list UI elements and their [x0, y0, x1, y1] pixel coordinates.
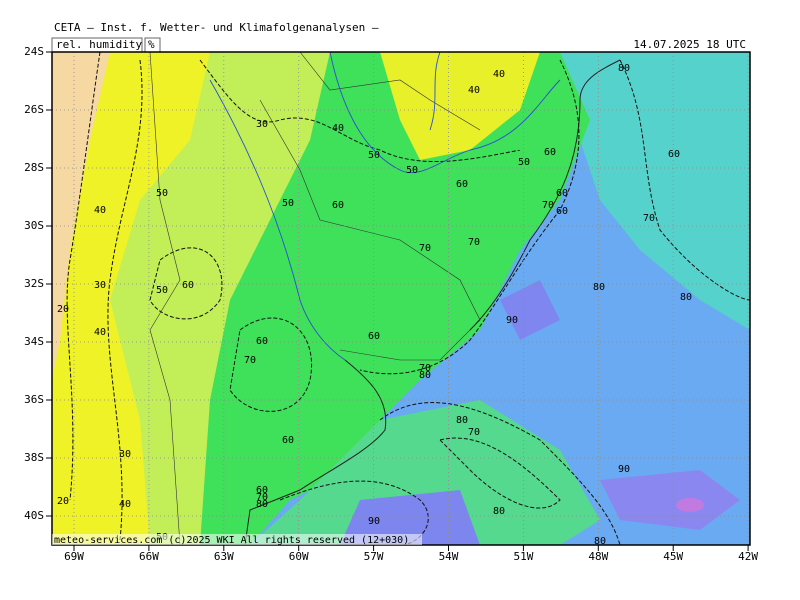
lon-label: 66W	[139, 550, 159, 563]
valid-time: 14.07.2025 18 UTC	[633, 38, 746, 51]
contour-label: 60	[368, 331, 380, 342]
contour-label: 80	[256, 499, 268, 510]
contour-label: 70	[419, 363, 431, 374]
contour-label: 80	[680, 292, 692, 303]
humidity-field	[52, 52, 750, 545]
contour-label: 40	[94, 327, 106, 338]
contour-label: 80	[593, 282, 605, 293]
contour-label: 60	[544, 147, 556, 158]
contour-label: 90	[506, 315, 518, 326]
lat-label: 24S	[24, 45, 44, 58]
contour-label: 30	[256, 119, 268, 130]
contour-label: 80	[493, 506, 505, 517]
contour-label: 70	[256, 492, 268, 503]
lat-label: 32S	[24, 277, 44, 290]
contour-label: 60	[332, 200, 344, 211]
contour-label: 80	[594, 536, 606, 547]
contour-label: 60	[256, 336, 268, 347]
contour-label: 30	[94, 280, 106, 291]
contour-label: 40	[493, 69, 505, 80]
lon-label: 63W	[214, 550, 234, 563]
contour-label: 50	[406, 165, 418, 176]
contour-label: 80	[419, 370, 431, 381]
contour-label: 60	[668, 149, 680, 160]
contour-label: 80	[618, 63, 630, 74]
graticule: 24S 26S 28S 30S 32S 34S 36S 38S 40S 69W 66W 63W 60W 5…	[24, 45, 758, 563]
lat-label: 40S	[24, 509, 44, 522]
contour-label: 50	[156, 188, 168, 199]
footer: meteo-services.com (c)2025 WKI All right…	[54, 535, 409, 546]
lon-label: 57W	[364, 550, 384, 563]
title: CETA — Inst. f. Wetter- und Klimafolgena…	[54, 21, 379, 34]
contour-label: 40	[119, 499, 131, 510]
contour-label: 40	[94, 205, 106, 216]
contour-label: 40	[332, 123, 344, 134]
lon-label: 60W	[289, 550, 309, 563]
contour-label: 70	[643, 213, 655, 224]
contour-label: 60	[282, 435, 294, 446]
contour-label: 60	[556, 188, 568, 199]
contour-label: 50	[282, 198, 294, 209]
contour-label: 70	[419, 243, 431, 254]
lon-label: 51W	[513, 550, 533, 563]
contour-label: 90	[618, 464, 630, 475]
contour-label: 70	[244, 355, 256, 366]
lat-label: 26S	[24, 103, 44, 116]
variable: rel. humidity	[56, 38, 142, 51]
contour-label: 70	[468, 427, 480, 438]
contour-label: 60	[556, 206, 568, 217]
contour-label: 50	[368, 150, 380, 161]
lon-label: 42W	[738, 550, 758, 563]
lon-label: 45W	[663, 550, 683, 563]
contour-label: 30	[119, 449, 131, 460]
contour-label: 90	[368, 516, 380, 527]
lat-label: 38S	[24, 451, 44, 464]
lat-label: 30S	[24, 219, 44, 232]
lon-label: 54W	[439, 550, 459, 563]
footer-bg	[52, 534, 422, 545]
contour-label: 80	[456, 415, 468, 426]
contour-label: 40	[468, 85, 480, 96]
lat-label: 36S	[24, 393, 44, 406]
contour-label: 60	[182, 280, 194, 291]
contour-label: 20	[57, 496, 69, 507]
lat-label: 34S	[24, 335, 44, 348]
contour-label: 50	[156, 285, 168, 296]
lat-label: 28S	[24, 161, 44, 174]
contour-label: 70	[468, 237, 480, 248]
lon-label: 69W	[64, 550, 84, 563]
contour-label: 60	[456, 179, 468, 190]
contour-label: 50	[518, 157, 530, 168]
contour-label: 20	[57, 304, 69, 315]
contour-label: 70	[542, 200, 554, 211]
unit: %	[148, 38, 155, 51]
contour-label: 60	[256, 485, 268, 496]
lon-label: 48W	[588, 550, 608, 563]
